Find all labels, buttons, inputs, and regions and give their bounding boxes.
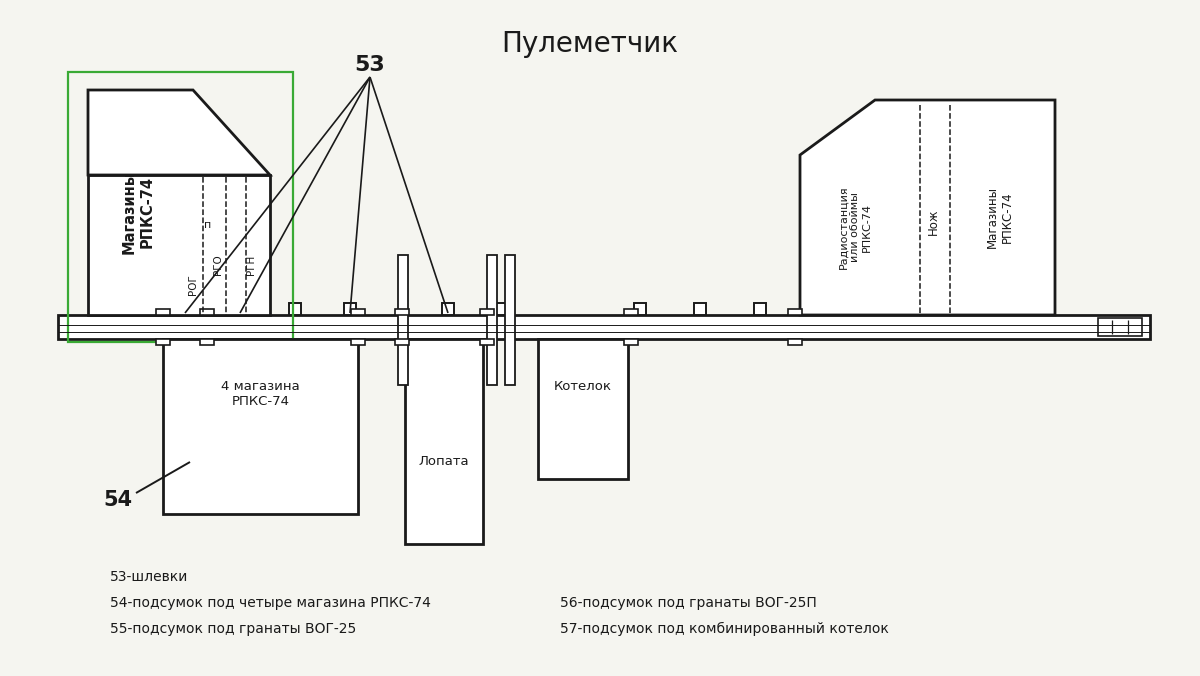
Bar: [1098, 318, 1142, 336]
Bar: [480, 309, 494, 315]
Text: РГО: РГО: [214, 255, 223, 275]
Bar: [442, 303, 454, 315]
Bar: [88, 175, 270, 315]
Bar: [352, 309, 365, 315]
Text: Магазины
РПКС-74: Магазины РПКС-74: [986, 186, 1014, 248]
Text: Пулеметчик: Пулеметчик: [502, 30, 678, 58]
Text: 57-подсумок под комбинированный котелок: 57-подсумок под комбинированный котелок: [560, 622, 889, 636]
Bar: [163, 339, 358, 514]
Bar: [505, 255, 515, 385]
Bar: [234, 303, 246, 315]
Text: РОГ: РОГ: [188, 274, 198, 295]
Text: 53: 53: [355, 55, 385, 75]
Bar: [406, 339, 482, 544]
Polygon shape: [88, 90, 270, 175]
Bar: [395, 309, 409, 315]
Text: 55-подсумок под гранаты ВОГ-25: 55-подсумок под гранаты ВОГ-25: [110, 622, 356, 636]
Bar: [58, 315, 1150, 339]
Bar: [694, 303, 706, 315]
Text: 4 магазина
РПКС-74: 4 магазина РПКС-74: [221, 380, 300, 408]
Bar: [624, 309, 638, 315]
Bar: [754, 303, 766, 315]
Bar: [156, 339, 170, 345]
Bar: [398, 255, 408, 385]
Bar: [352, 339, 365, 345]
Bar: [289, 303, 301, 315]
Text: 54: 54: [103, 490, 132, 510]
Polygon shape: [800, 100, 1055, 315]
Bar: [156, 309, 170, 315]
Bar: [538, 339, 628, 479]
Text: Нож: Нож: [926, 209, 940, 235]
Text: 53-шлевки: 53-шлевки: [110, 570, 188, 584]
Text: Радиостанция
или обоймы
РПКС-74: Радиостанция или обоймы РПКС-74: [839, 185, 871, 269]
Bar: [68, 72, 293, 342]
Bar: [395, 339, 409, 345]
Text: РГН: РГН: [246, 255, 256, 275]
Text: Котелок: Котелок: [554, 381, 612, 393]
Bar: [788, 309, 802, 315]
Bar: [200, 309, 214, 315]
Bar: [624, 339, 638, 345]
Bar: [480, 339, 494, 345]
Bar: [634, 303, 646, 315]
Text: 54-подсумок под четыре магазина РПКС-74: 54-подсумок под четыре магазина РПКС-74: [110, 596, 431, 610]
Text: 56-подсумок под гранаты ВОГ-25П: 56-подсумок под гранаты ВОГ-25П: [560, 596, 817, 610]
Text: п: п: [204, 220, 211, 230]
Text: Магазины
РПКС-74: Магазины РПКС-74: [122, 170, 154, 254]
Bar: [179, 303, 191, 315]
Bar: [344, 303, 356, 315]
Text: Лопата: Лопата: [419, 455, 469, 468]
Bar: [496, 303, 508, 315]
Bar: [487, 255, 497, 385]
Bar: [788, 339, 802, 345]
Bar: [200, 339, 214, 345]
